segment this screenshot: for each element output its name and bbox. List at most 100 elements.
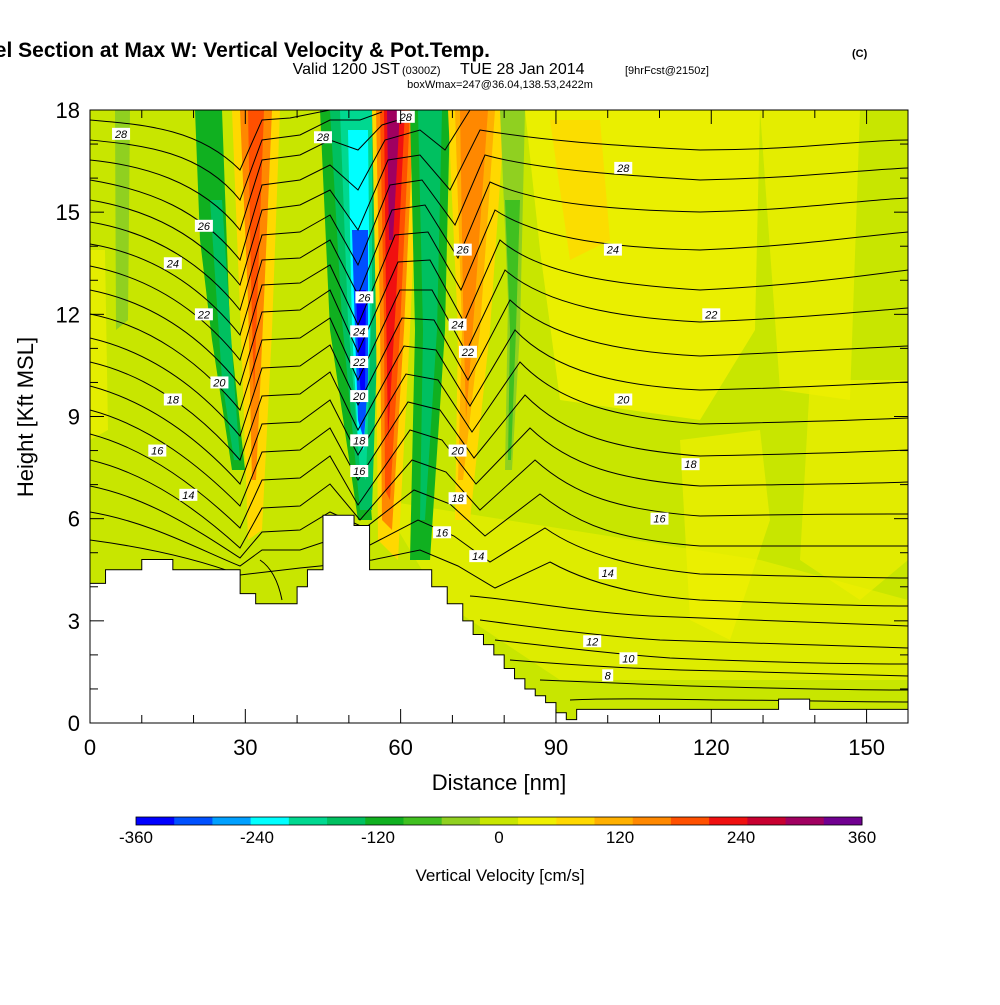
contour-label-bg: [163, 393, 182, 406]
contour-label-text: 22: [461, 347, 474, 359]
colorbar-swatch: [785, 817, 825, 825]
contour-label-text: 18: [167, 394, 180, 406]
colorbar-tick-label: 0: [494, 828, 503, 847]
colorbar-swatch: [403, 817, 443, 825]
contour-label-text: 28: [616, 163, 630, 175]
contour-label-text: 26: [357, 292, 371, 304]
left-descent-core: [210, 200, 240, 460]
colorbar-swatch: [823, 817, 863, 825]
contour-label-text: 20: [616, 394, 630, 406]
colorbar-swatch: [479, 817, 519, 825]
colorbar-tick-label: -360: [119, 828, 153, 847]
theta-contour: [90, 110, 471, 262]
theta-contour: [90, 361, 908, 485]
x-axis: 0 30 60 90 120 150: [84, 110, 885, 760]
theta-contour: [90, 154, 908, 312]
contour-label-text: 24: [352, 326, 365, 338]
moderate-ascent-region: [550, 120, 610, 260]
contour-label: 10: [619, 652, 638, 665]
contour-label-bg: [210, 376, 229, 389]
contour-label: 20: [210, 376, 229, 389]
contour-label: 26: [194, 219, 213, 233]
contour-label: 16: [650, 512, 669, 526]
contour-label-bg: [350, 464, 369, 477]
colorbar-swatch: [747, 817, 787, 825]
contour-label: 28: [396, 110, 415, 124]
contour-label-bg: [583, 635, 602, 648]
theta-contours: [90, 110, 908, 703]
theta-contour: [90, 117, 406, 232]
theta-contour: [509, 659, 908, 677]
contour-label: 16: [350, 464, 369, 478]
theta-contour: [259, 559, 283, 601]
theta-contour: [90, 239, 908, 387]
contour-label-text: 16: [151, 446, 164, 458]
theta-contour: [90, 181, 908, 337]
contour-label-text: 18: [684, 459, 697, 471]
left-descent-band-1: [115, 110, 130, 330]
colorbar-swatch: [441, 817, 481, 825]
contour-label-bg: [350, 325, 369, 338]
contour-label: 26: [355, 291, 374, 304]
terrain-profile: [90, 514, 908, 723]
contour-label: 24: [163, 257, 182, 270]
contour-label-bg: [650, 512, 669, 525]
theta-contour: [90, 485, 908, 559]
contour-label-bg: [350, 356, 369, 369]
colorbar-swatch: [136, 817, 175, 825]
contour-label-bg: [603, 243, 622, 256]
theta-contour: [539, 679, 908, 691]
contour-label: 24: [448, 318, 467, 332]
contour-label-text: 16: [353, 466, 366, 478]
contour-label: 20: [614, 393, 633, 406]
colorbar-tick-label: 240: [727, 828, 755, 847]
contour-label-bg: [619, 652, 638, 665]
theta-contour: [494, 639, 908, 665]
x-axis-label: Distance [nm]: [432, 770, 567, 795]
contour-label-text: 24: [606, 245, 619, 257]
right-updraft-core: [460, 110, 488, 420]
x-tick-label: 0: [84, 735, 96, 760]
contour-label: 24: [603, 243, 622, 257]
y-tick-label: 0: [68, 711, 80, 736]
contour-label-bg: [433, 526, 452, 539]
contour-label-text: 28: [399, 112, 413, 124]
x-tick-label: 30: [233, 735, 257, 760]
chart-title: Wind-Parallel Section at Max W: Vertical…: [0, 39, 490, 62]
contour-label-text: 28: [316, 132, 330, 144]
contour-label: 22: [702, 308, 721, 321]
contour-label: 22: [350, 356, 369, 369]
y-axis-label: Height [Kft MSL]: [13, 337, 38, 497]
colorbar-swatch: [327, 817, 366, 825]
valid-date-label: TUE 28 Jan 2014: [460, 61, 585, 78]
contour-label-bg: [350, 434, 369, 447]
colorbar-tick-label: -240: [240, 828, 274, 847]
contour-label-bg: [163, 257, 182, 270]
valid-utc-label: (0300Z): [402, 65, 441, 77]
contour-label-bg: [453, 243, 472, 256]
contour-label: 18: [350, 434, 369, 447]
colorbar-tick-label: 360: [848, 828, 876, 847]
y-tick-label: 3: [68, 609, 80, 634]
colorbar-swatch: [288, 817, 328, 825]
contour-label: 20: [350, 390, 369, 403]
theta-contour: [90, 394, 908, 507]
x-tick-label: 60: [388, 735, 412, 760]
contour-label-text: 20: [212, 377, 226, 389]
contour-label: 18: [163, 393, 182, 406]
right-downdraft-core: [418, 110, 442, 520]
contour-label-bg: [602, 669, 614, 682]
contour-label-text: 16: [653, 514, 666, 526]
contour-label-text: 20: [352, 391, 366, 403]
contour-label-text: 14: [602, 568, 614, 580]
colorbar-label: Vertical Velocity [cm/s]: [415, 866, 584, 885]
weak-ascent-region-4: [800, 380, 908, 600]
contour-label-bg: [448, 444, 467, 457]
y-tick-label: 18: [56, 98, 80, 123]
contour-label-bg: [396, 110, 415, 123]
contour-label-text: 12: [586, 636, 598, 648]
contour-label-text: 26: [456, 245, 470, 257]
x-tick-label: 150: [848, 735, 885, 760]
contour-label: 18: [681, 458, 700, 471]
forecast-label: [9hrFcst@2150z]: [625, 65, 709, 77]
